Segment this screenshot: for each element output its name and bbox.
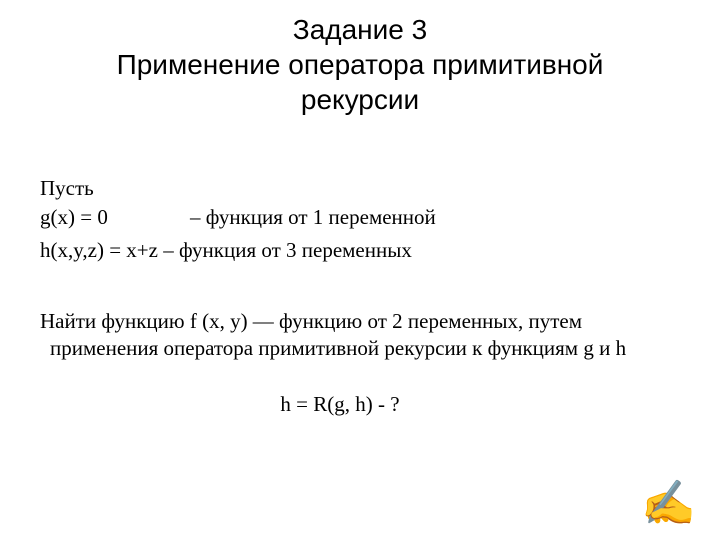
title-line-1: Задание 3 bbox=[40, 12, 680, 47]
let-line: Пусть bbox=[40, 175, 680, 202]
h-definition: h(x,y,z) = x+z – функция от 3 переменных bbox=[40, 237, 680, 264]
title-line-3: рекурсии bbox=[40, 82, 680, 117]
formula: h = R(g, h) - ? bbox=[0, 391, 680, 418]
slide-title: Задание 3 Применение оператора примитивн… bbox=[40, 12, 680, 117]
task-description: Найти функцию f (x, y) — функцию от 2 пе… bbox=[40, 308, 680, 362]
writing-hand-icon: ✍ bbox=[641, 482, 696, 526]
g-definition-left: g(x) = 0 bbox=[40, 204, 190, 231]
slide-container: Задание 3 Применение оператора примитивн… bbox=[0, 0, 720, 540]
g-definition: g(x) = 0– функция от 1 переменной bbox=[40, 204, 680, 231]
g-definition-right: – функция от 1 переменной bbox=[190, 205, 436, 229]
slide-body: Пусть g(x) = 0– функция от 1 переменной … bbox=[40, 175, 680, 418]
title-line-2: Применение оператора примитивной bbox=[40, 47, 680, 82]
